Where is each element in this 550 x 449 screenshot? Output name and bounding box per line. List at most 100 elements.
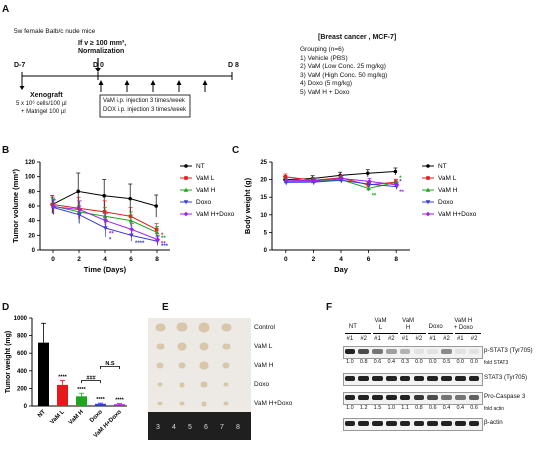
blot-band xyxy=(468,376,480,381)
x-tick-label: 6 xyxy=(129,256,133,263)
group-underline xyxy=(372,333,399,334)
blot-band xyxy=(468,421,480,426)
data-point xyxy=(103,226,108,231)
fold-value: 0.6 xyxy=(470,405,478,411)
sig-bracket-ns xyxy=(100,366,120,370)
panel-c-letter: C xyxy=(232,145,240,156)
grouping-list: Grouping (n=6) 1) Vehicle (PBS) 2) VaM (… xyxy=(300,46,387,98)
significance-mark: *** xyxy=(161,244,169,250)
x-tick-label: 8 xyxy=(394,256,398,263)
y-tick-label: 20 xyxy=(28,233,35,239)
y-tick-label: 0 xyxy=(24,404,28,410)
y-tick-label: 40 xyxy=(28,219,35,225)
data-point xyxy=(154,227,159,232)
y-axis-label: Tumor volume (mm³) xyxy=(11,168,20,243)
tumor-sample xyxy=(157,363,163,369)
injection-line2: DOX i.p. injection 3 times/week xyxy=(103,107,187,113)
y-tick-label: 60 xyxy=(28,204,35,210)
legend-label: VaM H xyxy=(438,187,458,194)
blot-group-label: VaM H xyxy=(402,318,415,331)
tumor-sample xyxy=(224,383,228,387)
tumor-sample xyxy=(199,342,209,350)
legend-marker xyxy=(425,200,431,205)
significance-mark: * xyxy=(399,176,402,182)
fold-value: 0.6 xyxy=(373,359,382,365)
ruler-mark: 3 xyxy=(156,424,160,431)
data-point xyxy=(394,182,400,188)
blot-row-label: p-STAT3 (Tyr705) xyxy=(484,347,533,354)
blot-band xyxy=(413,376,425,381)
panel-f-letter: F xyxy=(326,302,333,313)
legend-marker xyxy=(183,211,189,217)
data-point xyxy=(102,193,106,198)
western-blot: NT VaM L VaM H Doxo VaM H + Doxo #1 #2 #1 #2 #1 #2 #1 #… xyxy=(330,318,550,449)
blot-band xyxy=(385,421,397,426)
lane-label: #1 xyxy=(374,336,381,342)
x-axis-label: Day xyxy=(334,265,349,274)
blot-band xyxy=(454,376,466,381)
blot-band xyxy=(344,395,356,400)
y-tick-label: 20 xyxy=(260,178,267,184)
blot-band xyxy=(427,349,439,354)
sig-ns-label: N.S xyxy=(105,361,115,367)
bar xyxy=(76,396,87,406)
tumor-grid xyxy=(148,318,251,418)
fold-value: 0.5 xyxy=(442,359,451,365)
blot-band xyxy=(399,376,411,381)
blot-band xyxy=(427,395,439,400)
fold-value: 1.2 xyxy=(359,405,368,411)
tumor-row-labels: Control VaM L VaM H Doxo VaM H+Doxo xyxy=(254,318,314,418)
blot-band xyxy=(372,349,383,354)
y-tick-label: 0 xyxy=(264,248,268,254)
cancer-title: [Breast cancer , MCF-7] xyxy=(318,34,397,41)
y-axis-label: Tumor weight (mg) xyxy=(5,331,12,393)
y-tick-label: 80 xyxy=(28,189,35,195)
legend-label: NT xyxy=(438,163,447,170)
blot-band xyxy=(385,395,397,400)
significance-mark: **** xyxy=(96,397,105,403)
blot-band xyxy=(372,395,383,400)
tumor-sample xyxy=(223,363,229,369)
blot-band xyxy=(468,349,480,354)
tumor-row-label: Control xyxy=(254,324,275,331)
tumor-row-label: Doxo xyxy=(254,381,270,388)
x-tick-label: 6 xyxy=(367,256,371,263)
legend-marker xyxy=(183,187,189,192)
data-point xyxy=(76,206,81,210)
ruler-mark: 6 xyxy=(204,424,208,431)
group-item: 4) Doxo (5 mg/kg) xyxy=(300,80,353,88)
blot-band xyxy=(385,376,397,381)
blot-band xyxy=(344,349,356,354)
lane-label: #1 xyxy=(429,336,437,342)
blot-band xyxy=(344,376,356,381)
data-point xyxy=(393,169,398,174)
fold-value: 0.4 xyxy=(387,359,396,365)
legend-label: NT xyxy=(196,163,205,170)
legend-marker xyxy=(425,187,431,192)
injection-line1: VaM i.p. injection 3 times/week xyxy=(103,98,185,104)
blot-band xyxy=(454,421,466,426)
lane-label: #2 xyxy=(470,336,478,342)
blot-band xyxy=(441,421,452,426)
injection-arrows xyxy=(98,80,208,92)
significance-mark: ** xyxy=(161,242,166,248)
x-tick-label: 4 xyxy=(339,256,343,263)
fold-value: 1.1 xyxy=(401,405,409,411)
x-axis-label: Time (Days) xyxy=(84,265,127,274)
lane-label: #1 xyxy=(401,336,409,342)
sig-hash-label: ### xyxy=(86,376,95,382)
tumor-sample xyxy=(200,362,208,369)
blot-group-label: VaM H + Doxo xyxy=(453,318,473,331)
data-point xyxy=(76,189,80,194)
blot-band xyxy=(427,376,439,381)
blot-row-label: β-actin xyxy=(484,419,503,426)
y-tick-label: 5 xyxy=(264,230,268,236)
y-tick-label: 800 xyxy=(17,334,28,340)
data-point xyxy=(129,227,135,232)
significance-mark: ** xyxy=(372,194,377,200)
fold-value: 0.4 xyxy=(456,405,465,411)
blot-band xyxy=(358,376,370,381)
fold-value: 0.0 xyxy=(470,359,478,365)
fold-value: 0.4 xyxy=(442,405,451,411)
x-tick-label: VaM L xyxy=(49,409,66,426)
